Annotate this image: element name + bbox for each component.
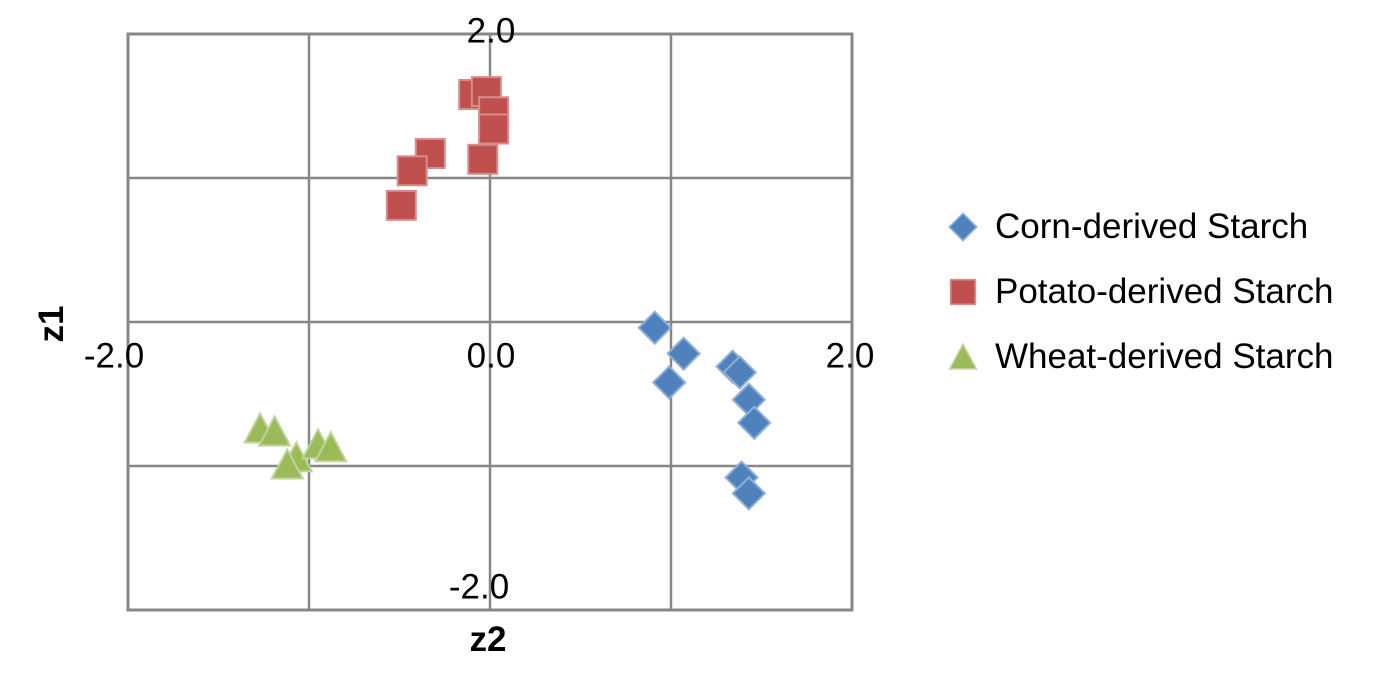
data-point-corn: [722, 354, 758, 390]
legend-label: Wheat-derived Starch: [995, 336, 1334, 376]
data-point-corn: [731, 475, 767, 511]
data-point-potato: [467, 143, 499, 175]
triangle-marker-icon: [948, 341, 978, 370]
data-point-wheat: [313, 430, 348, 463]
data-point-potato: [478, 113, 510, 145]
data-point-potato: [385, 189, 417, 221]
data-point-corn: [651, 365, 687, 400]
y-axis-title: z1: [32, 305, 71, 343]
legend-item: Corn-derived Starch: [937, 194, 1334, 259]
legend-diamond-icon: [948, 211, 978, 242]
y-tick-label: -2.0: [448, 567, 510, 607]
legend-item: Potato-derived Starch: [937, 259, 1334, 324]
x-axis-title: z2: [469, 620, 507, 659]
legend-label: Potato-derived Starch: [995, 271, 1334, 311]
y-tick-label: 2.0: [466, 11, 516, 51]
plot-border: [126, 32, 854, 612]
x-tick-label: 0.0: [466, 336, 516, 376]
x-tick-label: -2.0: [83, 336, 145, 376]
legend-square-icon: [949, 278, 977, 305]
data-point-potato: [396, 155, 428, 187]
legend: Corn-derived Starch Potato-derived Starch…: [937, 194, 1334, 389]
data-point-corn: [637, 310, 673, 346]
legend-item: Wheat-derived Starch: [937, 324, 1334, 389]
data-point-wheat: [270, 447, 305, 480]
x-tick-label: 2.0: [825, 336, 875, 376]
diamond-marker-icon: [948, 211, 978, 242]
data-point-potato: [470, 76, 502, 108]
data-point-corn: [666, 336, 702, 372]
data-point-corn: [736, 405, 772, 441]
legend-triangle-icon: [948, 341, 978, 370]
legend-label: Corn-derived Starch: [995, 206, 1309, 246]
square-marker-icon: [949, 278, 977, 305]
data-point-potato: [414, 138, 446, 170]
data-point-wheat: [257, 414, 292, 447]
